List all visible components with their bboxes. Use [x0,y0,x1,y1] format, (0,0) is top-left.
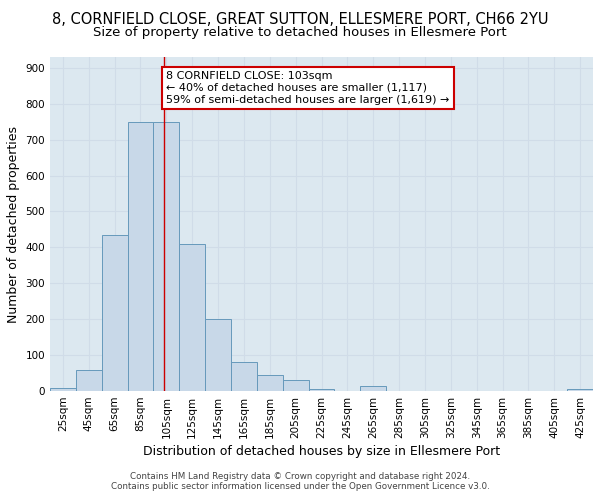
Bar [257,375,283,391]
Bar [205,320,231,391]
X-axis label: Distribution of detached houses by size in Ellesmere Port: Distribution of detached houses by size … [143,445,500,458]
Bar [361,386,386,391]
Bar [102,235,128,391]
Bar [154,122,179,391]
Bar [50,388,76,391]
Bar [231,362,257,391]
Text: Size of property relative to detached houses in Ellesmere Port: Size of property relative to detached ho… [93,26,507,39]
Bar [283,380,308,391]
Y-axis label: Number of detached properties: Number of detached properties [7,126,20,322]
Text: Contains public sector information licensed under the Open Government Licence v3: Contains public sector information licen… [110,482,490,491]
Bar [128,122,154,391]
Text: 8, CORNFIELD CLOSE, GREAT SUTTON, ELLESMERE PORT, CH66 2YU: 8, CORNFIELD CLOSE, GREAT SUTTON, ELLESM… [52,12,548,28]
Bar [179,244,205,391]
Bar [567,390,593,391]
Text: 8 CORNFIELD CLOSE: 103sqm
← 40% of detached houses are smaller (1,117)
59% of se: 8 CORNFIELD CLOSE: 103sqm ← 40% of detac… [166,72,450,104]
Bar [76,370,102,391]
Text: Contains HM Land Registry data © Crown copyright and database right 2024.: Contains HM Land Registry data © Crown c… [130,472,470,481]
Bar [308,390,334,391]
